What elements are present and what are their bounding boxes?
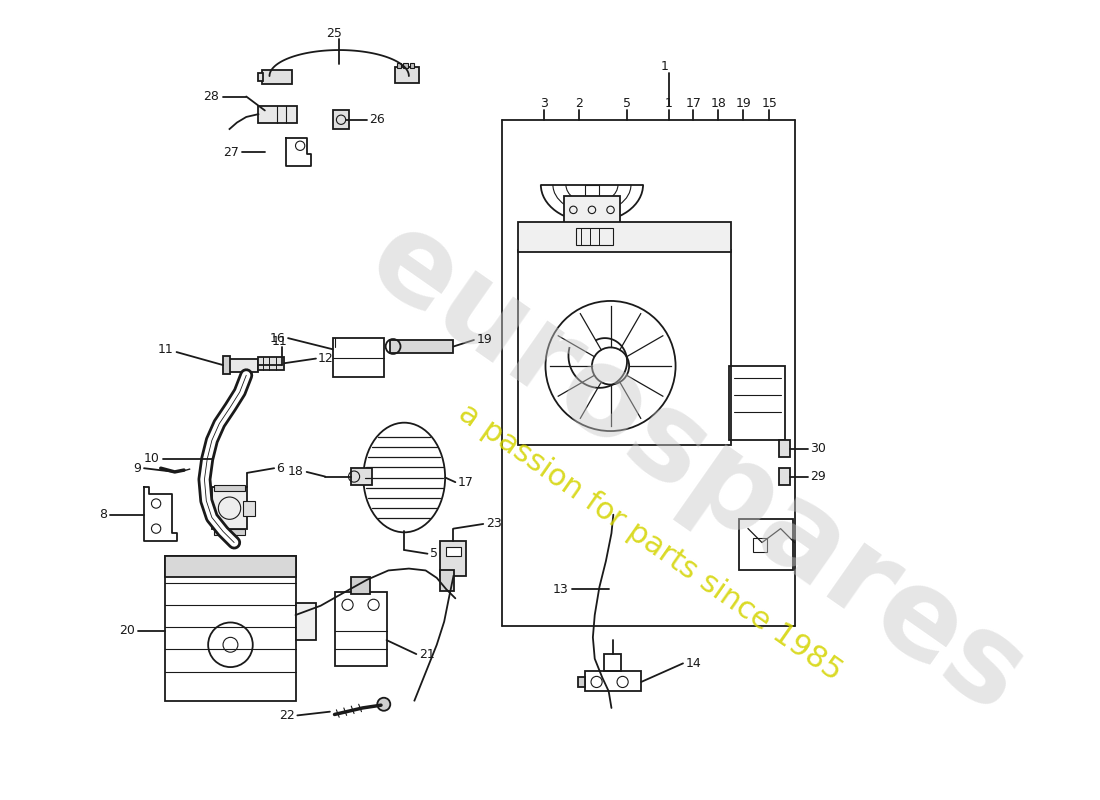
Text: 1: 1 <box>666 98 673 110</box>
Text: 5: 5 <box>624 98 631 110</box>
Bar <box>404 63 408 68</box>
Text: 27: 27 <box>223 146 239 158</box>
Text: 6: 6 <box>276 462 284 474</box>
Text: 28: 28 <box>204 90 219 103</box>
Bar <box>446 547 461 557</box>
Bar <box>578 678 585 686</box>
Text: 12: 12 <box>318 352 333 365</box>
Text: 22: 22 <box>278 709 295 722</box>
Bar <box>779 440 790 457</box>
Bar <box>212 487 248 529</box>
Bar <box>779 468 790 485</box>
Text: 18: 18 <box>288 466 304 478</box>
Text: 11: 11 <box>272 335 287 348</box>
Bar <box>390 340 453 353</box>
Bar <box>165 557 296 577</box>
Text: 10: 10 <box>144 453 159 466</box>
Text: 3: 3 <box>540 98 548 110</box>
Bar <box>585 670 641 691</box>
Bar <box>258 106 297 122</box>
Text: a passion for parts since 1985: a passion for parts since 1985 <box>453 398 848 686</box>
Bar <box>351 577 370 594</box>
Bar <box>226 358 258 371</box>
Bar <box>262 70 292 85</box>
Bar <box>739 519 793 570</box>
Text: eurospares: eurospares <box>346 198 1047 738</box>
Text: 19: 19 <box>476 334 493 346</box>
Bar <box>213 485 245 491</box>
Bar <box>518 222 732 252</box>
Bar <box>752 538 767 552</box>
Text: 18: 18 <box>711 98 726 110</box>
Text: 15: 15 <box>761 98 778 110</box>
Bar <box>332 338 384 377</box>
Bar <box>351 468 372 485</box>
Text: 1: 1 <box>660 60 669 74</box>
Text: 14: 14 <box>685 657 702 670</box>
Bar <box>243 501 254 516</box>
Text: 20: 20 <box>119 624 134 638</box>
Bar <box>296 603 316 640</box>
Text: 17: 17 <box>458 476 474 489</box>
Bar <box>258 74 263 81</box>
Text: 21: 21 <box>419 647 435 661</box>
Text: 16: 16 <box>270 332 285 345</box>
Bar <box>213 529 245 535</box>
Bar <box>332 110 350 129</box>
Text: 11: 11 <box>158 342 174 356</box>
Text: 29: 29 <box>811 470 826 483</box>
Text: 8: 8 <box>99 508 107 521</box>
Bar <box>584 185 600 196</box>
Text: 9: 9 <box>133 462 141 474</box>
Bar <box>440 570 454 591</box>
Bar <box>564 196 619 224</box>
Text: 23: 23 <box>486 518 502 530</box>
Bar <box>576 229 614 245</box>
Bar <box>258 357 285 370</box>
Bar <box>604 654 620 670</box>
Text: 2: 2 <box>575 98 583 110</box>
Bar <box>410 63 415 68</box>
Bar <box>395 66 419 83</box>
Bar <box>223 356 231 374</box>
Bar <box>397 63 401 68</box>
Text: 26: 26 <box>368 114 385 126</box>
Text: 13: 13 <box>553 582 569 595</box>
Bar <box>334 592 386 666</box>
Text: 17: 17 <box>685 98 701 110</box>
Bar <box>440 541 466 576</box>
Bar <box>518 250 732 445</box>
Text: 25: 25 <box>327 27 342 40</box>
Bar <box>729 366 785 440</box>
Text: 19: 19 <box>736 98 751 110</box>
Bar <box>165 557 296 701</box>
Circle shape <box>377 698 390 710</box>
Text: 30: 30 <box>811 442 826 455</box>
Text: 5: 5 <box>430 547 438 560</box>
